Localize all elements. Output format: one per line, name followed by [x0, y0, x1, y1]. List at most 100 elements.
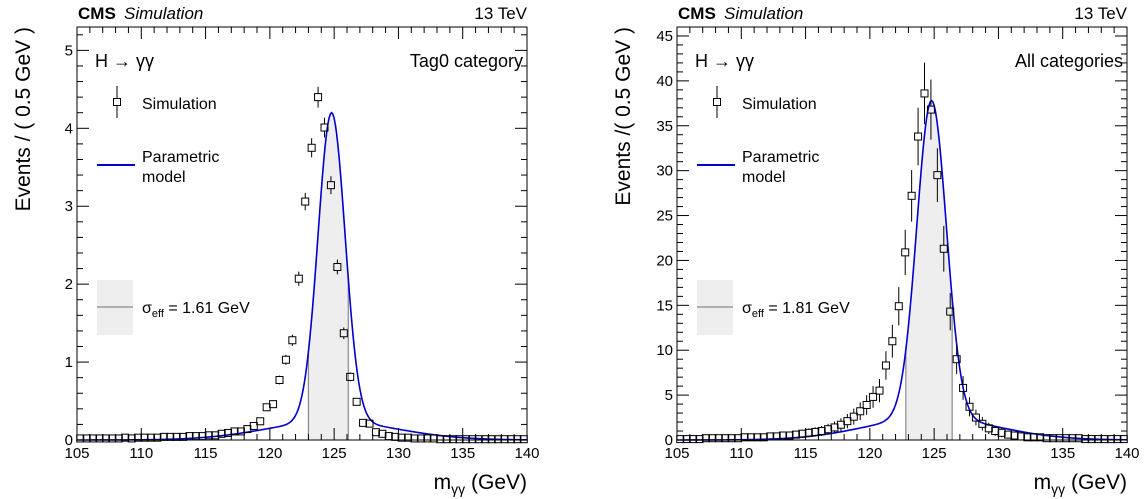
simulation-point [920, 62, 929, 125]
marker-square [869, 392, 878, 401]
marker-square [230, 427, 239, 436]
simulation-point [320, 117, 329, 138]
marker-square [881, 361, 890, 370]
y-tick-label: 35 [656, 118, 673, 135]
marker-square [269, 400, 278, 409]
y-tick-label: 30 [656, 163, 673, 180]
marker-square [294, 274, 303, 283]
marker-square [288, 336, 297, 345]
simulation-point [256, 417, 265, 426]
marker-square [952, 355, 961, 364]
x-tick-label: 105 [64, 445, 89, 462]
x-tick-label: 110 [729, 445, 753, 462]
marker-square [894, 302, 903, 311]
simulation-point [811, 427, 820, 437]
marker-square [281, 355, 290, 364]
simulation-point [843, 413, 852, 429]
simulation-point [217, 429, 226, 438]
simulation-point [952, 344, 961, 375]
legend-sim-marker [713, 98, 721, 106]
simulation-point [339, 327, 348, 340]
x-tick-label: 115 [194, 445, 218, 462]
simulation-point [230, 427, 239, 436]
marker-square [320, 123, 329, 132]
simulation-point [307, 138, 316, 158]
simulation-point [824, 423, 833, 435]
x-tick-label: 120 [257, 445, 282, 462]
simulation-point [326, 176, 335, 195]
x-axis-title: mγγ (GeV) [434, 471, 527, 497]
x-tick-label: 105 [664, 445, 689, 462]
marker-square [862, 400, 871, 409]
marker-square [359, 418, 368, 427]
y-tick-label: 5 [65, 42, 73, 59]
category-label: Tag0 category [410, 51, 523, 71]
simulation-point [894, 287, 903, 326]
simulation-point [959, 375, 968, 400]
simulation-point [830, 421, 839, 434]
energy-label: 13 TeV [1074, 4, 1127, 23]
simulation-point [984, 422, 993, 434]
marker-square [333, 263, 342, 272]
y-tick-label: 2 [65, 276, 73, 293]
legend-simulation-label: Simulation [142, 96, 217, 113]
simulation-point [301, 192, 310, 211]
simulation-point [352, 397, 361, 406]
marker-square [811, 427, 820, 436]
marker-square [275, 375, 284, 384]
marker-square [249, 421, 258, 430]
y-tick-label: 15 [656, 297, 673, 314]
cms-label: CMS [678, 4, 716, 23]
y-tick-label: 3 [65, 198, 73, 215]
marker-square [965, 402, 974, 411]
x-tick-label: 140 [1114, 445, 1139, 462]
simulation-label: Simulation [124, 4, 203, 23]
simulation-point [314, 86, 323, 108]
marker-square [849, 412, 858, 421]
marker-square [346, 372, 355, 381]
simulation-point [978, 417, 987, 431]
marker-square [856, 407, 865, 416]
sigma-eff-band [308, 112, 349, 440]
marker-square [301, 197, 310, 206]
x-tick-label: 140 [514, 445, 539, 462]
y-tick-label: 10 [656, 342, 673, 359]
marker-square [830, 423, 839, 432]
marker-square [933, 171, 942, 180]
y-tick-label: 4 [65, 120, 73, 137]
simulation-point [236, 427, 245, 436]
legend-sigma-label: σeff = 1.81 GeV [742, 300, 850, 320]
simulation-point [333, 259, 342, 275]
simulation-point [275, 375, 284, 385]
legend-model-label-1: Parametric [742, 149, 819, 166]
simulation-point [346, 372, 355, 382]
marker-square [339, 329, 348, 338]
simulation-point [939, 225, 948, 272]
x-tick-label: 125 [322, 445, 347, 462]
energy-label: 13 TeV [474, 4, 527, 23]
simulation-point [378, 429, 387, 438]
simulation-point [901, 229, 910, 276]
process-label: H → γγ [695, 51, 754, 71]
simulation-point [294, 271, 303, 286]
marker-square [875, 386, 884, 395]
y-tick-label: 40 [656, 73, 673, 90]
simulation-point [907, 169, 916, 222]
legend-sigma-label: σeff = 1.61 GeV [142, 300, 250, 320]
marker-square [939, 244, 948, 253]
simulation-point [869, 386, 878, 408]
marker-square [914, 132, 923, 141]
marker-square [371, 428, 380, 437]
simulation-point [288, 334, 297, 346]
marker-square [901, 248, 910, 257]
marker-square [307, 143, 316, 152]
marker-square [907, 191, 916, 200]
simulation-point [281, 354, 290, 365]
simulation-point [371, 428, 380, 437]
marker-square [378, 429, 387, 438]
legend-simulation-label: Simulation [742, 96, 817, 113]
legend-model-label-2: model [142, 169, 186, 186]
y-tick-label: 0 [665, 432, 673, 449]
legend-sim-marker [113, 98, 121, 106]
